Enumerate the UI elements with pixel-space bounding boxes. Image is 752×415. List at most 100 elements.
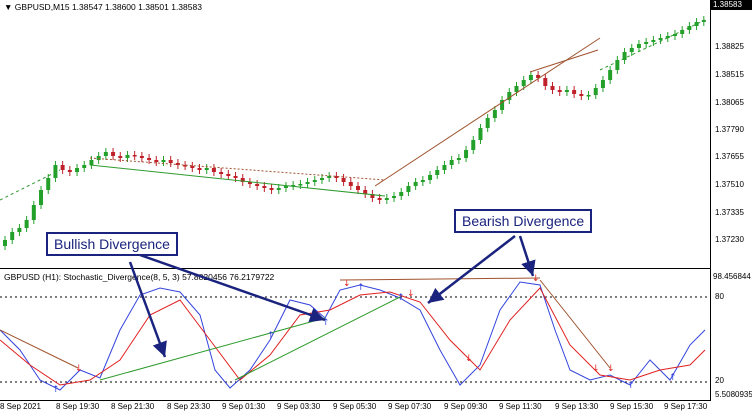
indicator-panel[interactable]: ↓ ↓ ↓ ↓ ↓ ↓ ↓ ↑ ↑ ↑ ↑ ↑ ↑ ↑ GBPUSD (H1): Stochastic_D… <box>0 270 710 401</box>
candle-body <box>103 152 108 156</box>
candle-body <box>543 78 548 86</box>
candle-body <box>89 160 94 165</box>
candle-body <box>17 228 22 232</box>
indicator-level-20: 20 <box>715 376 724 385</box>
candle-body <box>67 170 72 172</box>
time-label: 9 Sep 15:30 <box>610 402 654 411</box>
price-chart[interactable]: ▼ GBPUSD,M15 1.38547 1.38600 1.38501 1.3… <box>0 0 710 269</box>
price-axis-label: 1.37230 <box>715 235 744 244</box>
bearish-price-line-2 <box>529 49 599 73</box>
candle-body <box>478 128 483 140</box>
triangle-down-icon: ▼ <box>4 2 13 12</box>
candle-body <box>341 178 346 182</box>
candle-body <box>312 180 317 182</box>
bearish-ind-line <box>339 277 541 281</box>
candle-body <box>327 176 332 178</box>
candle-body <box>528 75 533 80</box>
price-scale[interactable]: 1.38825 1.38515 1.38065 1.37790 1.37655 … <box>710 0 752 401</box>
candle-body <box>500 100 505 110</box>
candle-body <box>687 26 692 30</box>
bullish-divergence-callout: Bullish Divergence <box>46 232 178 256</box>
candle-body <box>154 160 159 162</box>
candle-body <box>464 150 469 158</box>
candle-body <box>305 182 310 184</box>
candle-body <box>247 182 252 184</box>
candle-body <box>406 186 411 192</box>
candle-body <box>31 205 36 220</box>
time-label: 8 Sep 2021 <box>0 402 41 411</box>
price-chart-canvas <box>0 16 706 250</box>
price-dashed-line-right <box>599 19 706 71</box>
candle-body <box>46 178 51 190</box>
candle-body <box>435 170 440 175</box>
candle-body <box>514 86 519 92</box>
candle-body <box>276 188 281 190</box>
time-label: 8 Sep 19:30 <box>56 402 100 411</box>
candle-body <box>269 188 274 190</box>
arrow-up-icon: ↑ <box>267 331 275 341</box>
time-label: 9 Sep 13:30 <box>555 402 599 411</box>
stochastic-k-line <box>0 281 706 391</box>
candle-body <box>622 52 627 60</box>
arrow-down-icon: ↓ <box>607 364 615 374</box>
candle-body <box>139 156 144 158</box>
candle-body <box>60 165 65 170</box>
candle-body <box>485 118 490 128</box>
candle-body <box>39 190 44 205</box>
time-label: 9 Sep 07:30 <box>388 402 432 411</box>
time-label: 8 Sep 23:30 <box>167 402 211 411</box>
candle-body <box>283 186 288 188</box>
time-axis: 8 Sep 2021 8 Sep 19:30 8 Sep 21:30 8 Sep… <box>0 401 710 415</box>
price-axis-label: 1.38825 <box>715 42 744 51</box>
candle-body <box>564 90 569 92</box>
candle-body <box>392 196 397 198</box>
candle-body <box>536 75 541 78</box>
symbol-info: ▼ GBPUSD,M15 1.38547 1.38600 1.38501 1.3… <box>4 2 202 12</box>
indicator-level-80: 80 <box>715 292 724 301</box>
candle-body <box>672 34 677 36</box>
candle-body <box>428 175 433 180</box>
candle-body <box>557 90 562 92</box>
candle-body <box>190 166 195 168</box>
candle-body <box>204 168 209 170</box>
arrow-up-icon: ↑ <box>669 373 677 383</box>
candle-body <box>572 90 577 94</box>
time-label: 9 Sep 11:30 <box>499 402 542 411</box>
indicator-canvas: ↓↓↓↓↓↓ ↓↑↑↑↑↑↑↑ <box>0 274 710 395</box>
candle-body <box>226 174 231 176</box>
candle-body <box>175 163 180 165</box>
candle-body <box>413 182 418 186</box>
candle-body <box>449 160 454 165</box>
indicator-scale-top: 98.456844 <box>711 272 752 282</box>
candle-body <box>579 94 584 96</box>
indicator-scale-bottom: 5.5080935 <box>715 390 752 399</box>
candle-body <box>399 192 404 196</box>
candle-body <box>53 165 58 178</box>
candle-body <box>456 158 461 160</box>
price-axis-label: 1.38065 <box>715 98 744 107</box>
arrow-down-icon: ↓ <box>343 279 351 289</box>
candle-body <box>96 156 101 160</box>
candle-body <box>586 95 591 97</box>
candle-body <box>636 44 641 48</box>
candle-body <box>233 176 238 178</box>
candle-body <box>550 86 555 90</box>
candle-body <box>240 178 245 182</box>
candle-body <box>10 232 15 240</box>
candle-body <box>644 42 649 44</box>
candle-body <box>24 220 29 228</box>
candle-body <box>507 92 512 100</box>
candle-body <box>363 190 368 194</box>
candle-body <box>629 48 634 52</box>
time-label: 8 Sep 21:30 <box>111 402 155 411</box>
candle-body <box>255 184 260 186</box>
candle-body <box>262 186 267 188</box>
candle-body <box>197 168 202 170</box>
arrow-up-icon: ↑ <box>52 385 60 395</box>
candle-body <box>319 178 324 180</box>
candle-body <box>492 110 497 118</box>
candle-body <box>694 22 699 26</box>
price-axis-label: 1.37335 <box>715 208 744 217</box>
price-dotted-line <box>89 157 386 181</box>
bullish-ind-line <box>99 317 326 381</box>
